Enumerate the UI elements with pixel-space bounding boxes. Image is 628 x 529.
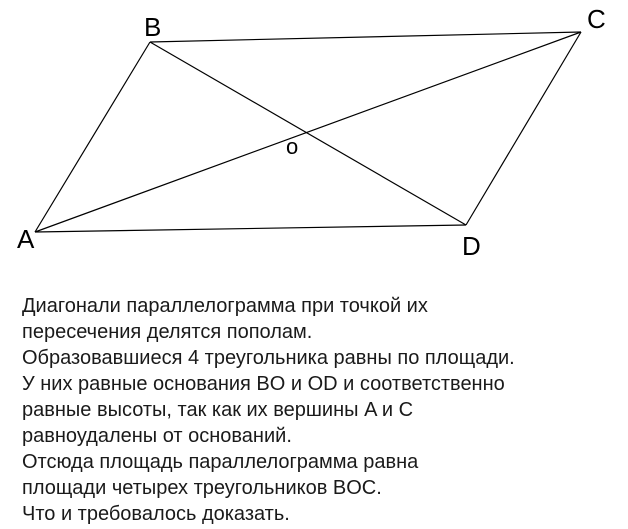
vertex-label-A: A xyxy=(17,224,34,255)
proof-line: площади четырех треугольников BOC. xyxy=(22,475,612,501)
proof-line: Диагонали параллелограмма при точкой их xyxy=(22,293,612,319)
proof-line: равноудалены от оснований. xyxy=(22,423,612,449)
vertex-label-B: B xyxy=(144,12,161,43)
proof-line: Образовавшиеся 4 треугольника равны по п… xyxy=(22,345,612,371)
proof-line: У них равные основания BO и OD и соответ… xyxy=(22,371,612,397)
proof-text: Диагонали параллелограмма при точкой их … xyxy=(22,293,612,527)
edge-DA xyxy=(35,225,466,232)
proof-line: Что и требовалось доказать. xyxy=(22,501,612,527)
parallelogram-diagram: A B C D о xyxy=(0,0,628,270)
geometry-svg xyxy=(0,0,628,270)
vertex-label-D: D xyxy=(462,231,481,262)
edge-CD xyxy=(466,32,581,225)
edge-AC xyxy=(35,32,581,232)
vertex-label-C: C xyxy=(587,4,606,35)
edge-BD xyxy=(150,42,466,225)
vertex-label-O: о xyxy=(286,134,298,160)
edge-BC xyxy=(150,32,581,42)
proof-line: равные высоты, так как их вершины A и C xyxy=(22,397,612,423)
edge-AB xyxy=(35,42,150,232)
proof-line: Отсюда площадь параллелограмма равна xyxy=(22,449,612,475)
proof-line: пересечения делятся пополам. xyxy=(22,319,612,345)
